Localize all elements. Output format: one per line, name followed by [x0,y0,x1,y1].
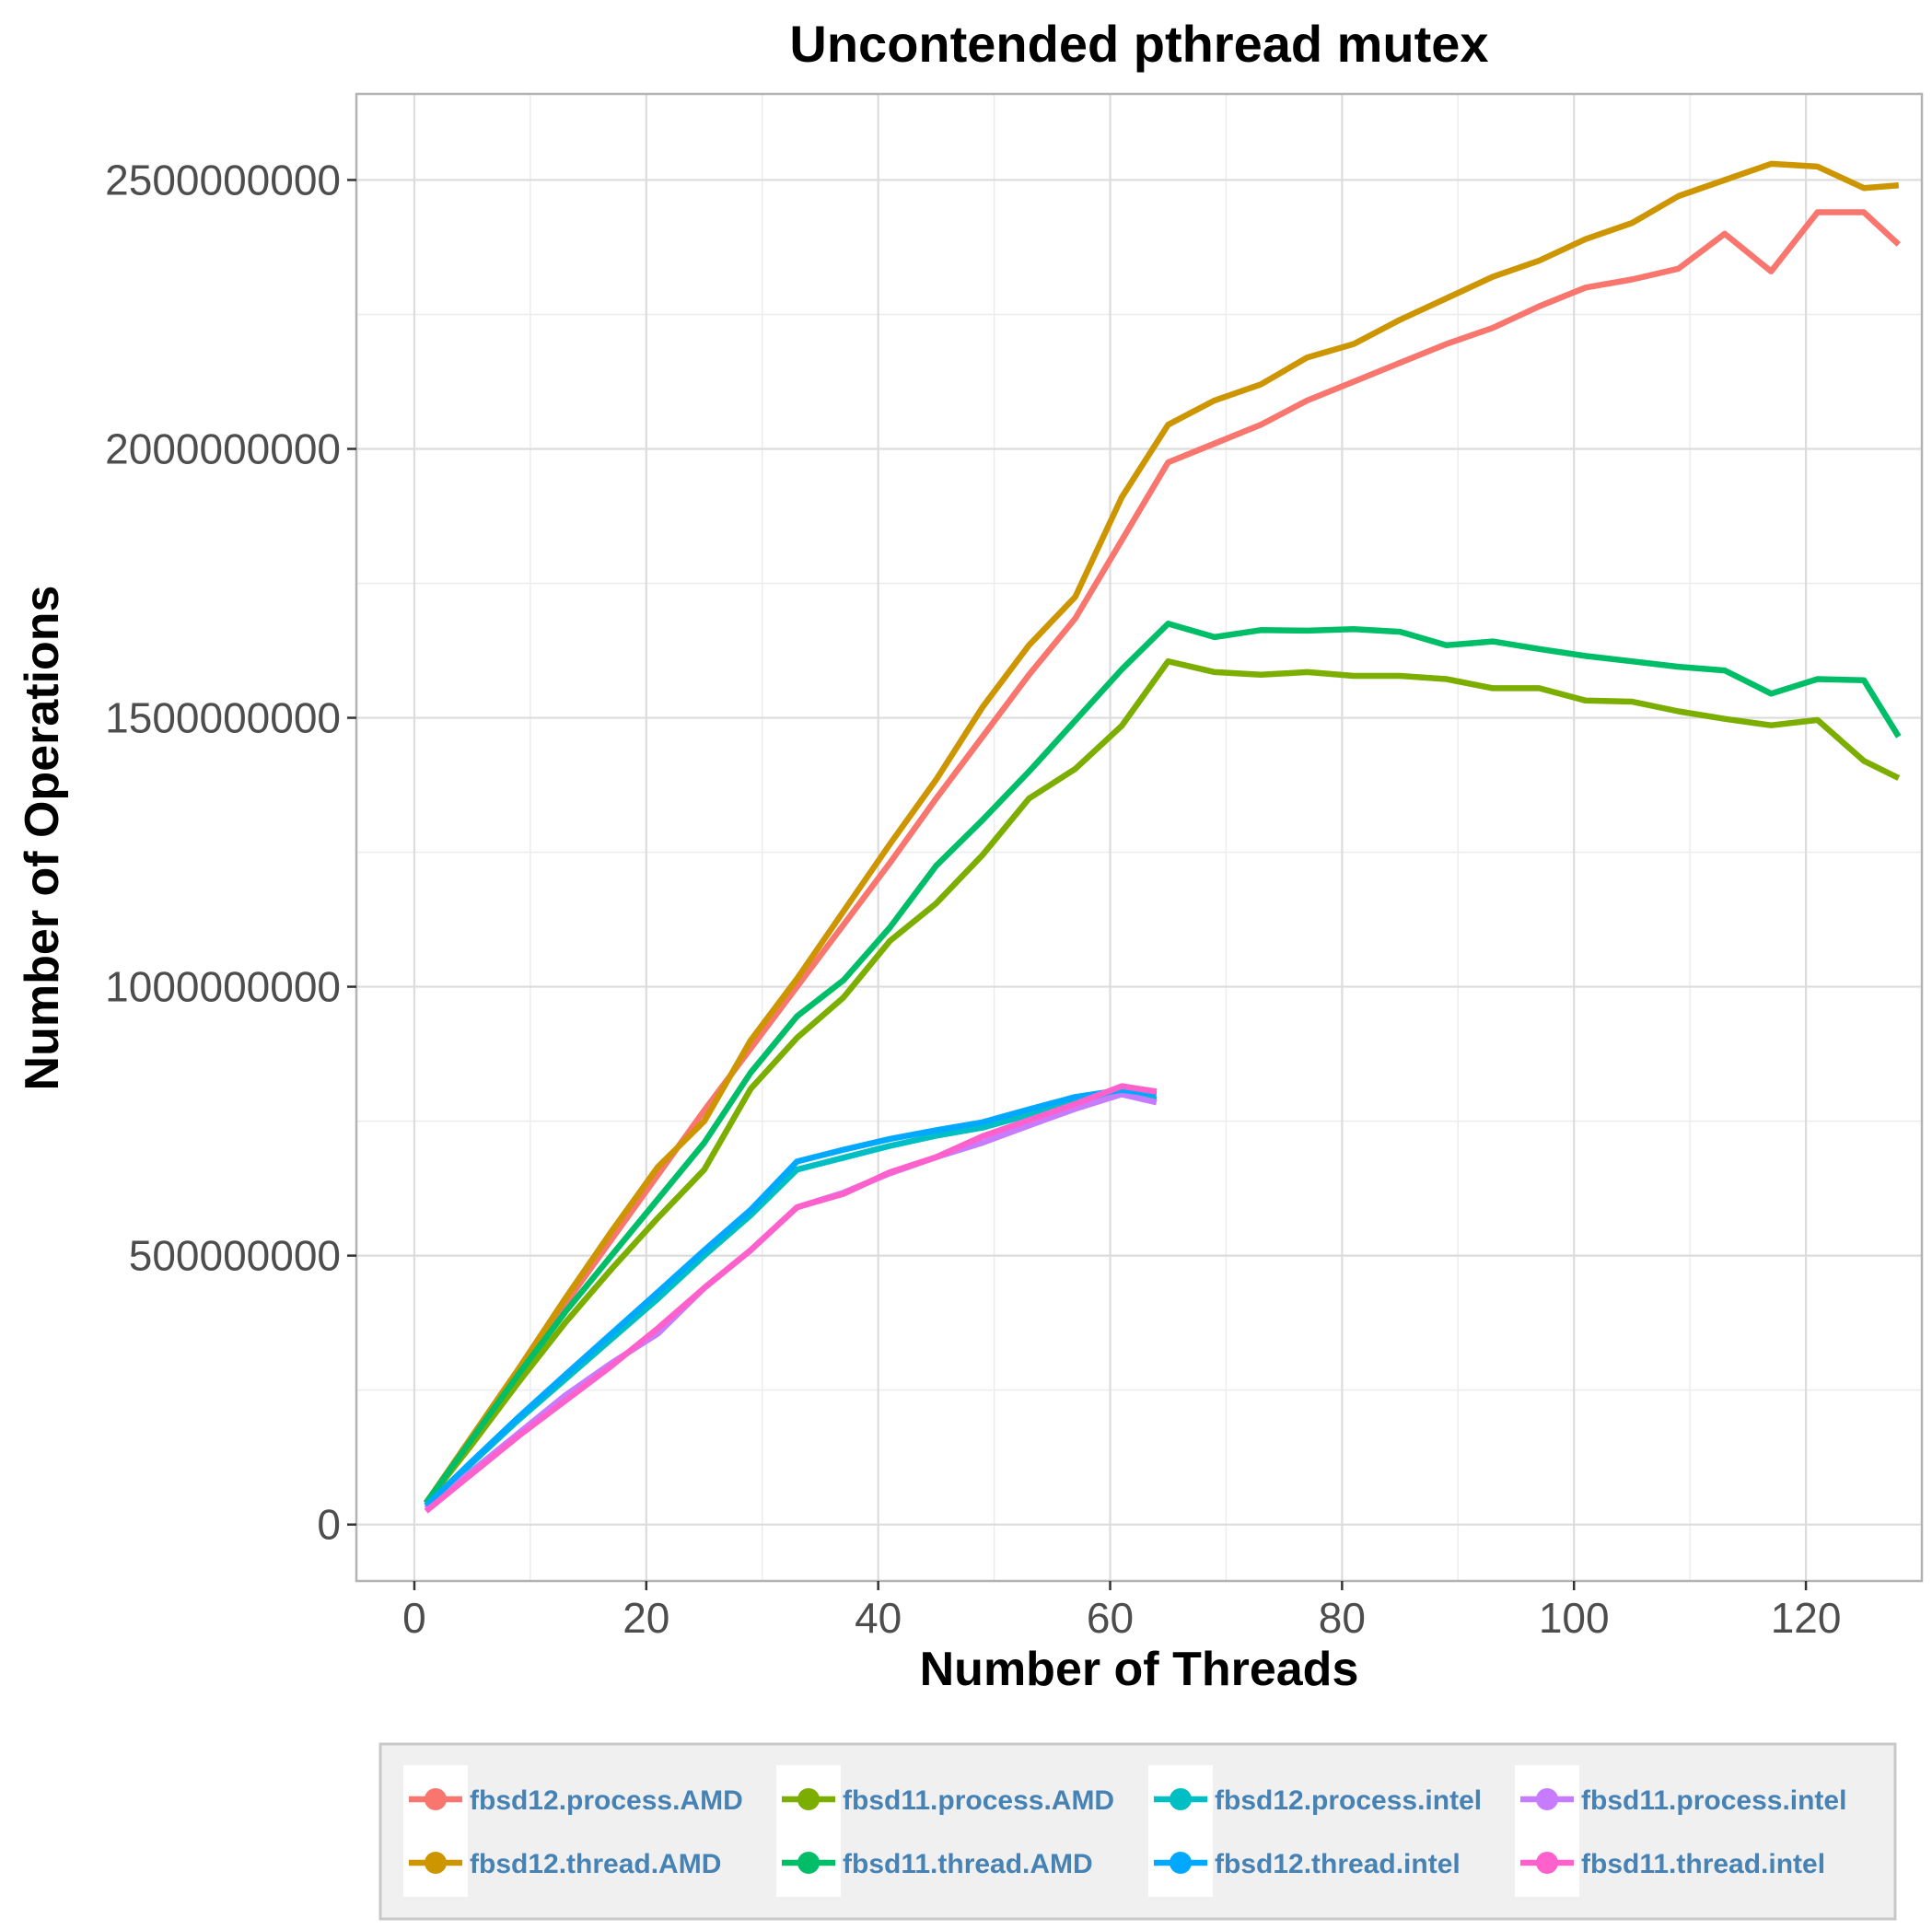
y-tick-label: 2500000000 [105,156,341,203]
legend-item: fbsd11.process.AMD [776,1765,1114,1833]
y-tick-label: 2000000000 [105,424,341,472]
legend-key-point [1536,1852,1558,1874]
plot-lines [423,160,1902,1514]
series-line-fbsd12-thread-intel [424,1087,1158,1508]
x-tick-label: 60 [1087,1594,1134,1642]
x-tick-label: 20 [623,1594,669,1642]
y-axis: 0 500000000 1000000000 1500000000 2000000000… [105,156,356,1549]
x-axis: 0 20 40 60 80 100 120 [402,1581,1841,1642]
legend-item: fbsd11.thread.intel [1515,1829,1825,1897]
legend-box [378,1742,1897,1921]
legend-key-point [425,1788,447,1810]
x-tick-label: 80 [1319,1594,1366,1642]
y-tick-label: 500000000 [129,1232,341,1280]
x-tick-label: 120 [1771,1594,1842,1642]
y-tick-label: 1000000000 [105,963,341,1011]
series-line-fbsd11-process-intel [424,1091,1158,1511]
series-line-fbsd12-thread-amd [423,160,1900,1506]
series-line-fbsd11-thread-amd [423,621,1902,1506]
x-tick-label: 100 [1539,1594,1610,1642]
legend-label: fbsd11.process.AMD [843,1785,1114,1816]
legend-item: fbsd12.thread.AMD [403,1829,721,1897]
legend-label: fbsd12.thread.AMD [470,1849,721,1879]
legend-label: fbsd12.process.AMD [470,1785,743,1816]
legend-item: fbsd11.thread.AMD [776,1829,1093,1897]
legend-key-point [797,1852,820,1874]
legend-label: fbsd11.thread.AMD [843,1849,1093,1879]
y-tick-label: 1500000000 [105,694,341,742]
legend-item: fbsd11.process.intel [1515,1765,1846,1833]
chart-title: Uncontended pthread mutex [789,15,1488,73]
series-line-fbsd11-process-amd [424,657,1901,1506]
legend-item: fbsd12.process.AMD [403,1765,743,1833]
legend-key-point [1170,1788,1192,1810]
legend-key-point [797,1788,820,1810]
legend-item: fbsd12.thread.intel [1148,1829,1461,1897]
grid [356,94,1922,1581]
x-tick-label: 0 [402,1594,426,1642]
plot-panel [355,92,1924,1583]
y-axis-title: Number of Operations [16,586,69,1091]
legend: fbsd12.process.AMD fbsd11.process.AMD fbsd… [378,1742,1897,1921]
y-tick-label: 0 [317,1501,341,1549]
x-axis-title: Number of Threads [920,1643,1359,1696]
legend-item: fbsd12.process.intel [1148,1765,1482,1833]
legend-key-point [1170,1852,1192,1874]
x-tick-label: 40 [855,1594,902,1642]
series-line-fbsd11-thread-intel [424,1083,1158,1514]
legend-label: fbsd12.process.intel [1215,1785,1482,1816]
legend-key-point [425,1852,447,1874]
legend-label: fbsd11.thread.intel [1581,1849,1825,1879]
legend-label: fbsd11.process.intel [1581,1785,1846,1816]
series-line-fbsd12-process-intel [424,1091,1158,1508]
legend-label: fbsd12.thread.intel [1215,1849,1461,1879]
legend-key-point [1536,1788,1558,1810]
